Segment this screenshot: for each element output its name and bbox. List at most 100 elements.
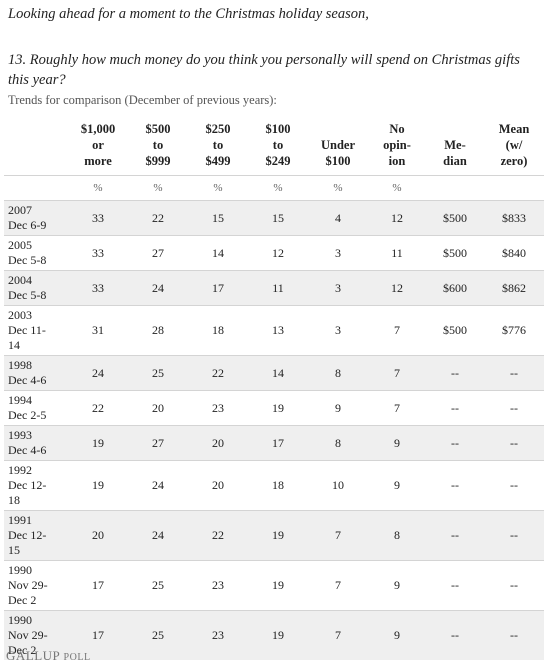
data-cell: $840 [484, 235, 544, 271]
data-row: 1994 Dec 2-5 22 20 23 19 9 7 -- -- [4, 390, 544, 426]
data-cell: 15 [248, 200, 308, 236]
header-cell: $100 to $249 [248, 117, 308, 176]
data-cell: 20 [188, 425, 248, 461]
data-cell: 17 [248, 425, 308, 461]
data-cell: $500 [426, 200, 484, 236]
data-cell: 25 [128, 610, 188, 660]
data-cell: 12 [368, 200, 426, 236]
data-row: 1993 Dec 4-6 19 27 20 17 8 9 -- -- [4, 425, 544, 461]
row-label-line: 1994 [8, 393, 32, 407]
data-row: 1990 Nov 29- Dec 2 17 25 23 19 7 9 -- -- [4, 560, 544, 611]
row-label-line: Dec 2 [8, 643, 37, 657]
data-cell: 11 [248, 270, 308, 306]
header-line: zero) [500, 154, 528, 168]
header-line: $999 [145, 154, 171, 168]
question: 13. Roughly how much money do you think … [8, 52, 520, 88]
data-cell: 22 [188, 355, 248, 391]
data-cell: 8 [308, 355, 368, 391]
row-label: 1993 Dec 4-6 [4, 425, 68, 461]
header-line: No [389, 122, 405, 136]
data-cell: 3 [308, 305, 368, 356]
data-cell: -- [484, 390, 544, 426]
data-cell: 20 [128, 390, 188, 426]
data-cell: 17 [188, 270, 248, 306]
units-cell: % [68, 175, 128, 201]
data-cell: 20 [188, 460, 248, 511]
data-cell: 20 [68, 510, 128, 561]
header-line: $1,000 [80, 122, 116, 136]
data-cell: 9 [368, 560, 426, 611]
data-cell: 13 [248, 305, 308, 356]
data-cell: 22 [68, 390, 128, 426]
data-cell: 8 [308, 425, 368, 461]
header-line: $500 [145, 122, 171, 136]
units-cell [484, 175, 544, 201]
results-table: $1,000 or more $500 to $999 $250 to $499 $100 to $2… [4, 117, 544, 660]
data-cell: 19 [248, 390, 308, 426]
intro: Looking ahead for a moment to the Christ… [8, 6, 369, 22]
data-cell: 7 [368, 355, 426, 391]
header-line: $499 [205, 154, 231, 168]
data-cell: -- [426, 560, 484, 611]
data-cell: 23 [188, 560, 248, 611]
data-cell: -- [426, 355, 484, 391]
row-label-line: Dec 12- [8, 478, 47, 492]
data-cell: 15 [188, 200, 248, 236]
row-label-line: Nov 29- [8, 628, 48, 642]
data-cell: -- [484, 460, 544, 511]
row-label: 2007 Dec 6-9 [4, 200, 68, 236]
data-cell: -- [484, 425, 544, 461]
row-label-line: Dec 4-6 [8, 443, 47, 457]
data-cell: 33 [68, 200, 128, 236]
row-label-line: Dec 4-6 [8, 373, 47, 387]
header-line: $250 [205, 122, 231, 136]
row-label-line: Dec 11- [8, 323, 46, 337]
header-line: dian [443, 154, 467, 168]
data-cell: 24 [68, 355, 128, 391]
brand: GALLUP [6, 648, 60, 663]
data-cell: 23 [188, 610, 248, 660]
data-cell: $600 [426, 270, 484, 306]
data-cell: 7 [368, 390, 426, 426]
data-cell: -- [484, 510, 544, 561]
row-label-line: Nov 29- [8, 578, 48, 592]
data-cell: 19 [248, 560, 308, 611]
data-cell: 18 [248, 460, 308, 511]
data-row: 1998 Dec 4-6 24 25 22 14 8 7 -- -- [4, 355, 544, 391]
row-label: 2003 Dec 11- 14 [4, 305, 68, 356]
header-line: $100 [325, 154, 351, 168]
data-row: 2005 Dec 5-8 33 27 14 12 3 11 $500 $840 [4, 235, 544, 271]
data-cell: 8 [368, 510, 426, 561]
row-label-line: 1992 [8, 463, 32, 477]
row-label-line: 18 [8, 493, 20, 507]
row-label-line: 1991 [8, 513, 32, 527]
header-line: to [272, 138, 284, 152]
data-row: 2007 Dec 6-9 33 22 15 15 4 12 $500 $833 [4, 200, 544, 236]
data-cell: 10 [308, 460, 368, 511]
row-label: 1990 Nov 29- Dec 2 [4, 610, 68, 660]
data-cell: 19 [248, 510, 308, 561]
header-line: $249 [265, 154, 291, 168]
data-cell: 14 [188, 235, 248, 271]
data-cell: 7 [368, 305, 426, 356]
data-cell: 14 [248, 355, 308, 391]
row-label: 1994 Dec 2-5 [4, 390, 68, 426]
row-label-line: 1993 [8, 428, 32, 442]
data-cell: 22 [188, 510, 248, 561]
row-label-line: Dec 5-8 [8, 288, 47, 302]
data-cell: -- [426, 425, 484, 461]
units-cell: % [368, 175, 426, 201]
data-cell: 23 [188, 390, 248, 426]
header-line: opin- [383, 138, 411, 152]
data-cell: -- [426, 510, 484, 561]
row-label-line: 1998 [8, 358, 32, 372]
row-label: 1992 Dec 12- 18 [4, 460, 68, 511]
data-cell: 17 [68, 560, 128, 611]
data-cell: 4 [308, 200, 368, 236]
row-label: 2005 Dec 5-8 [4, 235, 68, 271]
data-cell: -- [426, 460, 484, 511]
header-line: (w/ [505, 138, 523, 152]
row-label-line: Dec 6-9 [8, 218, 47, 232]
